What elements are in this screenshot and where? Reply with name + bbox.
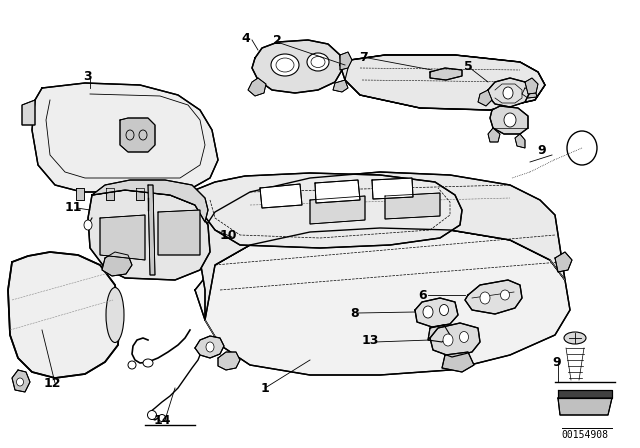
Polygon shape bbox=[200, 172, 565, 320]
Polygon shape bbox=[310, 196, 365, 224]
Text: 5: 5 bbox=[463, 60, 472, 73]
Text: 3: 3 bbox=[83, 69, 92, 82]
Polygon shape bbox=[428, 325, 450, 342]
Polygon shape bbox=[32, 83, 218, 192]
Polygon shape bbox=[385, 193, 440, 219]
Ellipse shape bbox=[504, 113, 516, 127]
Polygon shape bbox=[76, 188, 84, 200]
Polygon shape bbox=[488, 78, 530, 107]
Ellipse shape bbox=[17, 378, 24, 386]
Polygon shape bbox=[558, 398, 612, 415]
Polygon shape bbox=[260, 184, 302, 208]
Text: 4: 4 bbox=[242, 31, 250, 44]
Text: 14: 14 bbox=[153, 414, 171, 426]
Ellipse shape bbox=[443, 334, 453, 346]
Polygon shape bbox=[515, 134, 525, 148]
Polygon shape bbox=[88, 190, 210, 280]
Polygon shape bbox=[333, 80, 348, 92]
Text: 8: 8 bbox=[351, 306, 359, 319]
Ellipse shape bbox=[128, 361, 136, 369]
Ellipse shape bbox=[500, 290, 509, 300]
Text: 00154908: 00154908 bbox=[561, 430, 609, 440]
Polygon shape bbox=[148, 185, 155, 275]
Ellipse shape bbox=[480, 292, 490, 304]
Polygon shape bbox=[136, 188, 144, 200]
Ellipse shape bbox=[143, 359, 153, 367]
Text: 1: 1 bbox=[260, 382, 269, 395]
Text: 13: 13 bbox=[362, 333, 379, 346]
Polygon shape bbox=[488, 128, 500, 142]
Polygon shape bbox=[340, 52, 352, 70]
Polygon shape bbox=[100, 215, 145, 260]
Text: 12: 12 bbox=[44, 376, 61, 389]
Text: 9: 9 bbox=[553, 356, 561, 369]
Polygon shape bbox=[465, 280, 522, 314]
Polygon shape bbox=[558, 390, 612, 398]
Polygon shape bbox=[12, 370, 30, 392]
Polygon shape bbox=[442, 352, 474, 372]
Polygon shape bbox=[120, 118, 155, 152]
Polygon shape bbox=[525, 78, 538, 94]
Polygon shape bbox=[315, 180, 360, 203]
Ellipse shape bbox=[206, 342, 214, 352]
Polygon shape bbox=[522, 88, 537, 98]
Text: 10: 10 bbox=[220, 228, 237, 241]
Polygon shape bbox=[430, 323, 480, 357]
Ellipse shape bbox=[147, 410, 157, 419]
Polygon shape bbox=[490, 106, 528, 134]
Polygon shape bbox=[218, 352, 240, 370]
Polygon shape bbox=[158, 210, 200, 255]
Polygon shape bbox=[92, 180, 208, 222]
Polygon shape bbox=[248, 78, 266, 96]
Polygon shape bbox=[195, 173, 462, 248]
Ellipse shape bbox=[84, 220, 92, 230]
Polygon shape bbox=[478, 90, 492, 106]
Ellipse shape bbox=[159, 414, 166, 422]
Polygon shape bbox=[22, 100, 35, 125]
Ellipse shape bbox=[564, 332, 586, 344]
Ellipse shape bbox=[460, 332, 468, 343]
Text: 6: 6 bbox=[419, 289, 428, 302]
Text: 9: 9 bbox=[538, 143, 547, 156]
Polygon shape bbox=[415, 298, 458, 327]
Ellipse shape bbox=[307, 53, 329, 71]
Ellipse shape bbox=[503, 87, 513, 99]
Polygon shape bbox=[106, 188, 114, 200]
Ellipse shape bbox=[440, 305, 449, 315]
Polygon shape bbox=[430, 68, 462, 80]
Ellipse shape bbox=[106, 288, 124, 343]
Polygon shape bbox=[195, 336, 224, 358]
Polygon shape bbox=[372, 178, 413, 199]
Polygon shape bbox=[555, 252, 572, 272]
Text: 11: 11 bbox=[64, 201, 82, 214]
Text: 7: 7 bbox=[358, 51, 367, 64]
Polygon shape bbox=[345, 55, 545, 110]
Polygon shape bbox=[195, 228, 570, 375]
Text: 2: 2 bbox=[273, 34, 282, 47]
Polygon shape bbox=[340, 55, 545, 110]
Ellipse shape bbox=[423, 306, 433, 318]
Polygon shape bbox=[252, 40, 342, 93]
Ellipse shape bbox=[271, 54, 299, 76]
Polygon shape bbox=[8, 252, 120, 378]
Polygon shape bbox=[102, 252, 132, 276]
